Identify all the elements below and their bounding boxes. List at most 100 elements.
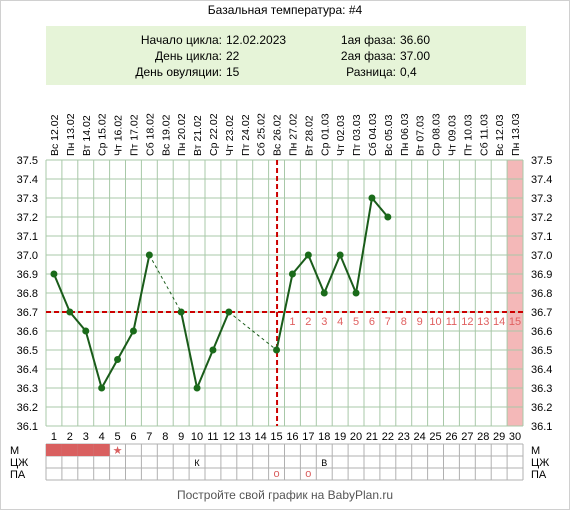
- chart-title: Базальная температура: #4: [207, 3, 363, 17]
- y-tick-label: 36.9: [17, 269, 38, 281]
- y-tick-label: 36.3: [17, 383, 38, 395]
- date-label: Вс 19.02: [160, 114, 172, 156]
- date-label: Вт 14.02: [81, 115, 93, 156]
- series-segment: [196, 349, 214, 389]
- row-label: ПА: [10, 469, 26, 481]
- luteal-day-number: 12: [461, 316, 473, 328]
- day-number-label: 21: [366, 431, 378, 443]
- day-number-label: 28: [477, 431, 489, 443]
- y-tick-label: 36.8: [17, 288, 38, 300]
- y-tick-label: 37.2: [531, 212, 552, 224]
- y-tick-label: 37.3: [17, 193, 38, 205]
- date-label: Вс 12.03: [494, 114, 506, 156]
- luteal-day-number: 5: [353, 316, 359, 328]
- y-axis-right: 37.5 37.4 37.3 37.2 37.1 37.0 36.9 36.8 36.7 36.6…: [531, 155, 552, 433]
- y-tick-label: 37.4: [17, 174, 38, 186]
- series-segment: [307, 254, 326, 294]
- day-number-label: 4: [99, 431, 105, 443]
- temperature-point: [98, 384, 106, 392]
- day-number-label: 10: [191, 431, 203, 443]
- luteal-day-number: 3: [321, 316, 327, 328]
- y-tick-label: 36.1: [17, 421, 38, 433]
- menses-cell: [77, 444, 94, 456]
- y-tick-label: 36.5: [17, 345, 38, 357]
- day-number-label: 19: [334, 431, 346, 443]
- date-label: Вс 12.02: [49, 114, 61, 156]
- date-label: Вт 07.03: [415, 115, 427, 156]
- day-number-label: 30: [509, 431, 521, 443]
- date-label: Пт 03.03: [351, 114, 363, 156]
- series-segment: [323, 254, 342, 294]
- temperature-point: [273, 346, 281, 354]
- y-tick-label: 37.0: [17, 250, 38, 262]
- day-number-label: 14: [255, 431, 267, 443]
- menses-cell: [61, 444, 78, 456]
- series-segment: [53, 273, 71, 313]
- menses-star-mark: ★: [113, 445, 123, 457]
- series-segment: [371, 197, 389, 218]
- day-number-label: 24: [414, 431, 426, 443]
- temperature-point: [304, 251, 312, 259]
- cycle-day-label: День цикла:: [155, 49, 222, 63]
- day-number-label: 23: [398, 431, 410, 443]
- date-label: Вт 28.02: [303, 115, 315, 156]
- date-label: Пт 10.03: [462, 114, 474, 156]
- temperature-point: [368, 194, 376, 202]
- luteal-day-number: 6: [369, 316, 375, 328]
- series-segment: [180, 311, 199, 389]
- phase1-value: 36.60: [400, 33, 431, 47]
- day-number-label: 3: [83, 431, 89, 443]
- row-label: М: [531, 445, 540, 457]
- luteal-day-number: 2: [305, 316, 311, 328]
- phase2-value: 37.00: [400, 49, 431, 63]
- luteal-day-number: 7: [385, 316, 391, 328]
- difference-label: Разница:: [346, 65, 396, 79]
- luteal-day-number: 13: [477, 316, 489, 328]
- y-tick-label: 36.6: [531, 326, 552, 338]
- day-number-label: 16: [286, 431, 298, 443]
- temperature-point: [209, 346, 217, 354]
- y-tick-label: 36.7: [17, 307, 38, 319]
- y-tick-label: 37.2: [17, 212, 38, 224]
- cervical-mark: В: [321, 458, 327, 468]
- ovulation-day-value: 15: [226, 65, 240, 79]
- phase1-label: 1ая фаза:: [340, 33, 396, 47]
- temperature-point: [129, 327, 137, 335]
- phase2-label: 2ая фаза:: [340, 49, 396, 63]
- day-number-label: 18: [318, 431, 330, 443]
- date-label: Чт 23.02: [224, 115, 236, 156]
- date-label: Сб 25.02: [256, 113, 268, 156]
- cycle-day-value: 22: [226, 49, 240, 63]
- temperature-point: [352, 289, 360, 297]
- row-label: ЦЖ: [531, 457, 549, 469]
- luteal-day-number: 8: [401, 316, 407, 328]
- row-label: М: [10, 445, 19, 457]
- day-number-label: 26: [445, 431, 457, 443]
- day-number-label: 27: [461, 431, 473, 443]
- y-tick-label: 36.8: [531, 288, 552, 300]
- menses-cell: [46, 444, 62, 456]
- day-number-label: 12: [223, 431, 235, 443]
- temperature-point: [320, 289, 328, 297]
- row-label: ПА: [531, 469, 547, 481]
- chart-grid: [45, 159, 524, 427]
- luteal-day-number: 4: [337, 316, 343, 328]
- date-label: Пн 13.03: [510, 113, 522, 156]
- y-tick-label: 36.6: [17, 326, 38, 338]
- y-tick-label: 37.5: [531, 155, 552, 167]
- difference-value: 0,4: [400, 65, 417, 79]
- luteal-day-number: 9: [417, 316, 423, 328]
- y-tick-label: 36.2: [17, 402, 38, 414]
- ovulation-day-label: День овуляции:: [135, 65, 222, 79]
- cervical-mark: К: [194, 458, 200, 468]
- series-segment: [355, 197, 373, 294]
- luteal-day-number: 10: [429, 316, 441, 328]
- date-label: Пн 13.02: [65, 113, 77, 156]
- y-tick-label: 36.5: [531, 345, 552, 357]
- footer-link[interactable]: Постройте свой график на BabyPlan.ru: [176, 488, 394, 502]
- series-gap-segment: [148, 254, 182, 313]
- y-tick-label: 37.1: [17, 231, 38, 243]
- series-segment: [132, 254, 151, 332]
- day-number-label: 17: [302, 431, 314, 443]
- y-tick-label: 36.9: [531, 269, 552, 281]
